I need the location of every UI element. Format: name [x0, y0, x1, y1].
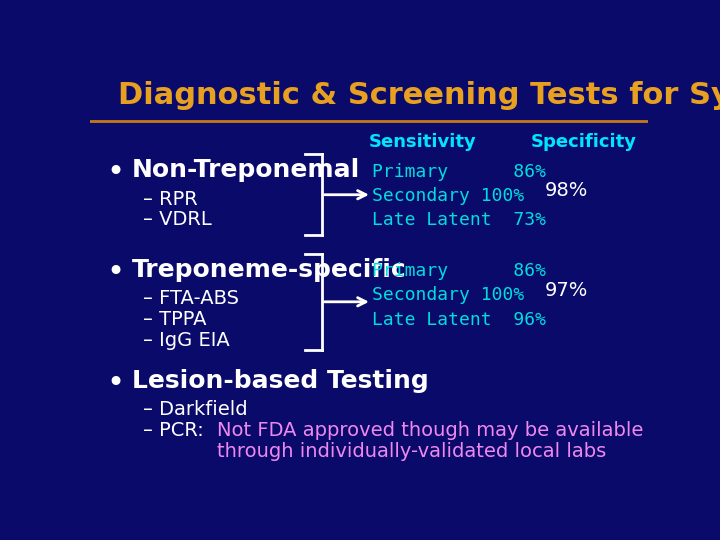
- Text: – IgG EIA: – IgG EIA: [143, 331, 230, 350]
- Text: Not FDA approved though may be available: Not FDA approved though may be available: [217, 421, 644, 440]
- Text: Diagnostic & Screening Tests for Syphilis: Diagnostic & Screening Tests for Syphili…: [118, 82, 720, 111]
- Text: 98%: 98%: [545, 181, 588, 200]
- Text: Secondary 100%: Secondary 100%: [372, 187, 524, 205]
- Text: Primary      86%: Primary 86%: [372, 262, 546, 280]
- Text: 97%: 97%: [545, 281, 588, 300]
- Text: Secondary 100%: Secondary 100%: [372, 286, 524, 305]
- Text: through individually-validated local labs: through individually-validated local lab…: [217, 442, 606, 461]
- Text: Sensitivity: Sensitivity: [369, 133, 477, 151]
- Text: – PCR:: – PCR:: [143, 421, 210, 440]
- Text: Late Latent  96%: Late Latent 96%: [372, 310, 546, 328]
- Text: – FTA-ABS: – FTA-ABS: [143, 289, 239, 308]
- Text: Lesion-based Testing: Lesion-based Testing: [132, 369, 428, 393]
- Text: – TPPA: – TPPA: [143, 310, 207, 329]
- Text: Primary      86%: Primary 86%: [372, 163, 546, 180]
- Text: •: •: [107, 369, 125, 398]
- Text: – Darkfield: – Darkfield: [143, 400, 248, 419]
- Text: – RPR: – RPR: [143, 190, 198, 208]
- Text: Late Latent  73%: Late Latent 73%: [372, 211, 546, 229]
- Text: Non-Treponemal: Non-Treponemal: [132, 158, 360, 183]
- Text: – VDRL: – VDRL: [143, 210, 212, 230]
- Text: Specificity: Specificity: [531, 133, 636, 151]
- Text: •: •: [107, 258, 125, 287]
- Text: •: •: [107, 158, 125, 187]
- Text: Treponeme-specific: Treponeme-specific: [132, 258, 407, 282]
